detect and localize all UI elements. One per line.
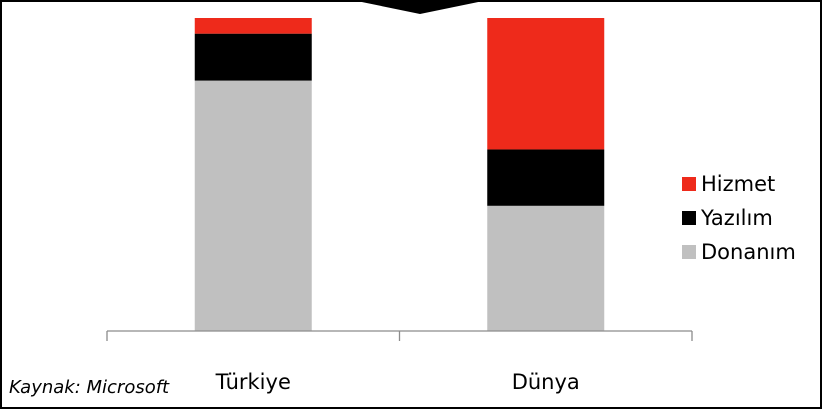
x-axis: Türkiye Dünya	[106, 330, 693, 394]
source-note: Kaynak: Microsoft	[9, 377, 170, 398]
x-tick-label: Dünya	[512, 370, 580, 394]
bar-segment-yazilim-2	[487, 149, 605, 206]
bar-segment-yazilim-1	[194, 33, 312, 81]
bar-segment-hizmet-1	[194, 18, 312, 34]
legend-label: Hizmet	[701, 172, 775, 196]
legend: Hizmet Yazılım Donanım	[682, 172, 796, 264]
bar-segment-donanim-2	[487, 205, 605, 331]
legend-label: Yazılım	[700, 206, 773, 230]
legend-swatch	[682, 211, 696, 225]
legend-swatch	[682, 245, 696, 259]
legend-label: Donanım	[701, 240, 796, 264]
top-arrow-decoration	[352, 0, 488, 14]
legend-swatch	[682, 177, 696, 191]
bar-segment-hizmet-2	[487, 18, 605, 150]
bars-group	[194, 18, 605, 331]
bar-segment-donanim-1	[194, 80, 312, 331]
x-tick-label: Türkiye	[215, 370, 291, 394]
